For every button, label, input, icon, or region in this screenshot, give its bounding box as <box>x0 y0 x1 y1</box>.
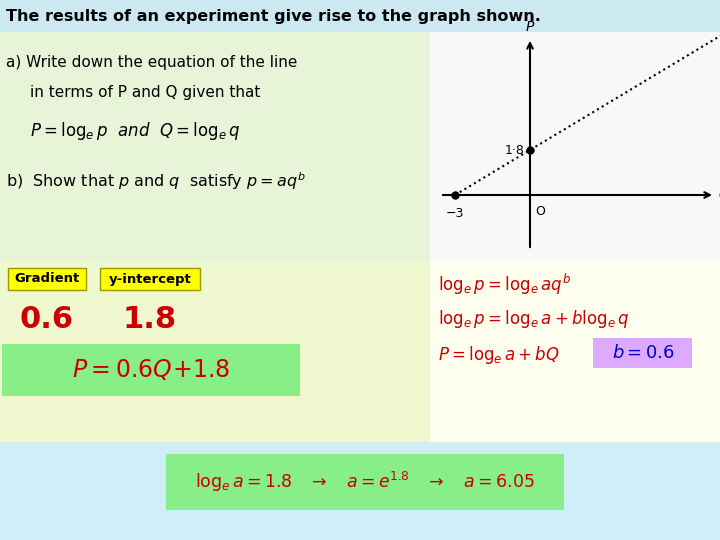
Text: $\log_e a = 1.8$   $\rightarrow$   $a = e^{1.8}$   $\rightarrow$   $a = 6.05$: $\log_e a = 1.8$ $\rightarrow$ $a = e^{1… <box>195 470 535 494</box>
Bar <box>0 32 430 262</box>
Text: $P = \log_e a + bQ$: $P = \log_e a + bQ$ <box>438 344 560 366</box>
Text: 0.6: 0.6 <box>20 305 74 334</box>
Bar <box>430 262 720 442</box>
Text: $P = \log_e p$  and  $Q = \log_e q$: $P = \log_e p$ and $Q = \log_e q$ <box>30 120 240 142</box>
Bar <box>430 32 720 262</box>
Text: $P$: $P$ <box>525 20 535 34</box>
Text: $\log_e p = \log_e a + b\log_e q$: $\log_e p = \log_e a + b\log_e q$ <box>438 308 630 330</box>
Text: −3: −3 <box>446 207 464 220</box>
Text: 1·8: 1·8 <box>505 144 525 157</box>
Text: y-intercept: y-intercept <box>109 273 192 286</box>
Text: $P = 0.6Q\!+\!1.8$: $P = 0.6Q\!+\!1.8$ <box>72 357 230 382</box>
Text: $Q$: $Q$ <box>718 187 720 202</box>
Text: a) Write down the equation of the line: a) Write down the equation of the line <box>6 55 297 70</box>
Text: Gradient: Gradient <box>14 273 80 286</box>
Text: in terms of P and Q given that: in terms of P and Q given that <box>30 85 261 100</box>
FancyBboxPatch shape <box>593 338 692 368</box>
Text: The results of an experiment give rise to the graph shown.: The results of an experiment give rise t… <box>6 9 541 24</box>
FancyBboxPatch shape <box>8 268 86 290</box>
Bar <box>0 442 720 540</box>
Text: 1.8: 1.8 <box>123 305 177 334</box>
Text: $\log_e p = \log_e aq^b$: $\log_e p = \log_e aq^b$ <box>438 272 571 297</box>
Text: O: O <box>535 205 545 218</box>
Text: b)  Show that $p$ and $q$  satisfy $p = aq^b$: b) Show that $p$ and $q$ satisfy $p = aq… <box>6 170 305 192</box>
Bar <box>0 0 720 32</box>
FancyBboxPatch shape <box>2 344 300 396</box>
Text: $b = 0.6$: $b = 0.6$ <box>611 344 675 362</box>
FancyBboxPatch shape <box>100 268 200 290</box>
FancyBboxPatch shape <box>166 454 564 510</box>
Bar <box>0 262 430 442</box>
